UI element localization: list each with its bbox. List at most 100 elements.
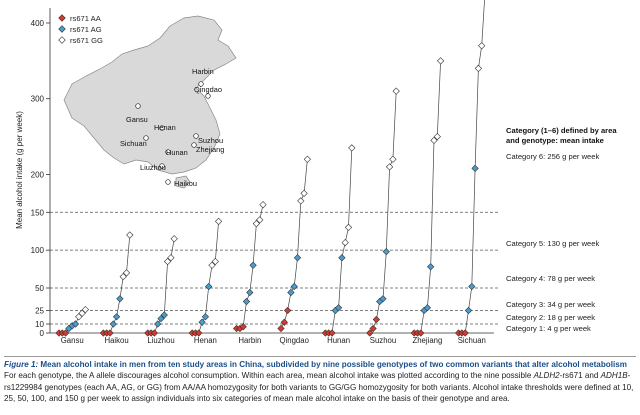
data-point-aa: [461, 329, 469, 337]
caption-body: For each genotype, the A allele discoura…: [4, 371, 634, 403]
data-point-gg: [211, 257, 219, 266]
data-point-aa: [280, 318, 288, 326]
data-point-gg: [126, 231, 134, 239]
data-point-gg: [252, 220, 261, 228]
x-tick-label: Zhejiang: [412, 336, 442, 345]
x-tick-label: Henan: [194, 336, 217, 345]
data-point-gg: [341, 238, 349, 247]
caption-title: Figure 1: Mean alcohol intake in men fro…: [4, 360, 627, 369]
data-point-aa: [372, 315, 381, 324]
category-label: Category 5: 130 g per week: [506, 239, 599, 248]
data-point-gg: [348, 144, 356, 152]
map-site-dot: [205, 93, 211, 99]
map-label: Suzhou: [198, 136, 223, 145]
series-line-qingdao: [280, 159, 308, 329]
legend-label: rs671 GG: [70, 36, 103, 45]
y-tick-label: 50: [35, 284, 44, 293]
data-point-gg: [167, 254, 175, 262]
map-site-dot: [135, 103, 141, 109]
data-point-aa: [369, 324, 377, 333]
data-series: [55, 0, 486, 337]
data-point-ag: [334, 304, 343, 312]
data-point-ag: [71, 320, 80, 328]
data-point-ag: [290, 282, 298, 291]
chart: 010 25 50 100 150 200 300 400 Mean alcohol inta…: [15, 0, 617, 345]
category-label: Category 2: 18 g per week: [506, 313, 595, 322]
data-point-ag: [154, 320, 162, 328]
data-point-ag: [116, 295, 124, 303]
legend-marker: [58, 14, 66, 22]
data-point-aa: [283, 306, 292, 315]
legend-marker: [58, 36, 66, 44]
data-point-gg: [208, 261, 216, 269]
category-header-line: and genotype: mean intake: [506, 136, 604, 145]
map-site-dot: [165, 149, 171, 155]
data-point-gg: [297, 197, 305, 205]
map-label: Liuzhou: [140, 163, 166, 172]
data-point-aa: [277, 324, 285, 333]
caption-rule: [4, 356, 636, 357]
map-site-dot: [165, 179, 171, 185]
map-site-dot: [159, 125, 165, 131]
data-point-gg: [430, 136, 438, 144]
legend: rs671 AA rs671 AG rs671 GG: [58, 14, 103, 45]
data-point-aa: [61, 329, 70, 337]
data-point-ag: [201, 313, 210, 321]
y-tick-label: 400: [31, 19, 45, 28]
map-site-dot: [191, 142, 197, 148]
x-tick-label: Hunan: [327, 336, 350, 345]
data-point-gg: [436, 57, 445, 65]
map-site-dot: [159, 163, 165, 169]
data-point-gg: [474, 64, 483, 73]
category-label: Category 1: 4 g per week: [506, 324, 591, 333]
data-point-gg: [78, 309, 86, 317]
data-point-gg: [433, 132, 441, 141]
axes: [49, 8, 494, 334]
data-point-gg: [119, 273, 127, 281]
data-point-ag: [160, 311, 168, 319]
legend-label: rs671 AG: [70, 25, 102, 34]
data-point-ag: [242, 297, 251, 306]
data-point-ag: [423, 304, 432, 312]
y-axis-label: Mean alcohol intake (g per week): [15, 111, 24, 229]
china-map: Harbin Qingdao Gansu Henan Suzhou Sichuan Zhej…: [63, 15, 237, 189]
data-point-gg: [122, 269, 131, 277]
data-point-gg: [81, 305, 90, 314]
category-label: Category 4: 78 g per week: [506, 274, 595, 283]
data-point-ag: [287, 288, 295, 297]
map-site-dot: [143, 135, 149, 141]
category-header: Category (1–6) defined by area and genoty…: [506, 126, 617, 145]
data-point-gg: [385, 163, 394, 171]
data-point-ag: [471, 164, 479, 172]
legend-label: rs671 AA: [70, 14, 102, 23]
series-line-zhejiang: [414, 60, 441, 334]
data-point-aa: [106, 329, 114, 337]
data-point-ag: [157, 314, 165, 323]
data-point-gg: [389, 155, 397, 163]
data-point-ag: [468, 282, 476, 291]
data-point-gg: [344, 223, 353, 232]
data-point-gg: [392, 87, 400, 95]
category-label: Category 3: 34 g per week: [506, 300, 595, 309]
data-point-aa: [328, 329, 336, 337]
x-tick-label: Haikou: [104, 336, 128, 345]
y-tick-label: 100: [31, 246, 45, 255]
data-point-ag: [427, 263, 435, 271]
map-label: Hunan: [166, 148, 188, 157]
data-point-ag: [109, 320, 117, 328]
x-tick-label: Gansu: [61, 336, 84, 345]
category-header-line: Category (1–6) defined by area: [506, 126, 617, 135]
data-point-ag: [379, 295, 387, 303]
data-point-gg: [300, 189, 308, 197]
x-tick-label: Qingdao: [279, 336, 309, 345]
data-point-ag: [112, 313, 121, 321]
data-point-ag: [464, 306, 473, 315]
legend-marker: [58, 25, 66, 33]
x-tick-label: Harbin: [238, 336, 261, 345]
map-site-dot: [193, 133, 199, 139]
data-point-aa: [366, 329, 374, 337]
map-label: Sichuan: [120, 139, 147, 148]
data-point-gg: [259, 201, 267, 209]
data-point-ag: [293, 254, 302, 262]
map-site-dot: [198, 81, 204, 87]
